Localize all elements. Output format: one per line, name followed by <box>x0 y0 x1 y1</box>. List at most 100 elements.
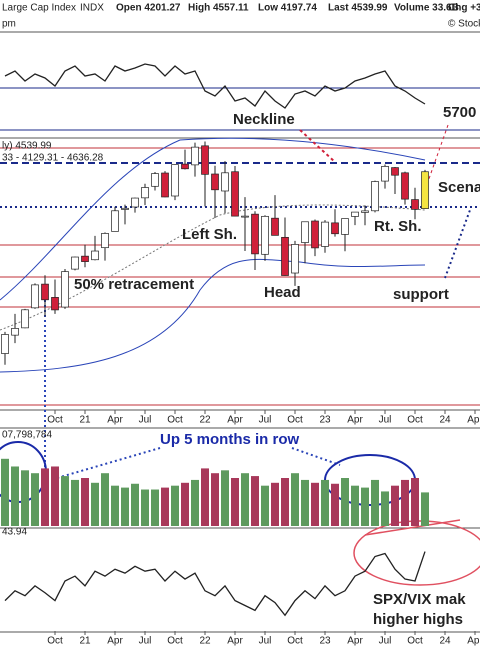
volume-bar <box>81 478 89 526</box>
change: Chg +346.19 <box>448 3 480 14</box>
x-tick-label: Jul <box>139 636 152 647</box>
volume-bar <box>421 492 429 526</box>
x-tick-label: Oct <box>167 636 183 647</box>
candle-body <box>111 210 119 232</box>
volume-bar <box>131 483 139 526</box>
high: High 4557.11 <box>188 3 249 14</box>
volume-bar <box>291 473 299 526</box>
volume-bar <box>101 473 109 526</box>
candle-body <box>11 328 19 336</box>
volume-bar <box>311 482 319 526</box>
x-tick-label: Oct <box>287 415 303 426</box>
x-tick-label: Jul <box>259 636 272 647</box>
annotation: Head <box>264 284 301 301</box>
annotation: Up 5 months in row <box>160 431 300 448</box>
annotation: support <box>393 286 449 303</box>
arrow <box>299 129 336 163</box>
volume-bar <box>341 478 349 526</box>
candle-body <box>51 297 59 311</box>
arrow <box>444 209 471 279</box>
volume: Volume 33.6B <box>394 3 459 14</box>
x-tick-label: Oct <box>167 415 183 426</box>
volume-bar <box>91 482 99 526</box>
candle-body <box>261 215 269 255</box>
fib-lines <box>0 147 480 406</box>
x-tick-label: Oct <box>407 415 423 426</box>
candle-body <box>31 284 39 309</box>
volume-bar <box>281 478 289 526</box>
x-tick-label: Oct <box>407 636 423 647</box>
candle-body <box>101 233 109 249</box>
candle-body <box>231 171 239 217</box>
x-tick-label: Jul <box>259 415 272 426</box>
volume-bar <box>391 485 399 526</box>
x-tick-label: 23 <box>319 415 331 426</box>
x-tick-label: Jul <box>379 415 392 426</box>
candle-body <box>221 172 229 192</box>
arrow <box>49 447 161 481</box>
candle-body <box>151 173 159 187</box>
candle-body <box>181 163 189 170</box>
volume-bar <box>141 489 149 526</box>
candle-body <box>301 221 309 243</box>
candle-body <box>81 255 89 262</box>
candle-body <box>311 220 319 249</box>
frames <box>0 31 480 633</box>
volume-label: 07,798,784 <box>2 430 52 441</box>
volume-bar <box>21 470 29 526</box>
candle-body <box>281 236 289 276</box>
candle-body <box>401 172 409 200</box>
x-tick-label: Apr <box>467 636 480 647</box>
candle-body <box>411 199 419 210</box>
x-tick-label: 21 <box>79 636 91 647</box>
x-tick-label: Apr <box>347 636 363 647</box>
volume-bar <box>211 473 219 526</box>
candle-body <box>141 187 149 199</box>
volume-bar <box>331 483 339 526</box>
candle-body <box>71 256 79 270</box>
x-tick-label: Jul <box>139 415 152 426</box>
candle-body <box>271 217 279 236</box>
candle-body <box>211 173 219 191</box>
ratio-label: 43.94 <box>2 527 27 538</box>
x-tick-label: Apr <box>347 415 363 426</box>
volume-bar <box>231 478 239 526</box>
annotation: higher highs <box>373 611 463 628</box>
x-tick-label: 21 <box>79 415 91 426</box>
lower-band <box>0 258 426 373</box>
annotation: 50% retracement <box>74 276 194 293</box>
volume-bar <box>191 479 199 526</box>
volume-bar <box>371 479 379 526</box>
volume-bar <box>171 485 179 526</box>
volume-bar <box>321 479 329 526</box>
highlight <box>353 520 480 586</box>
candle-body <box>391 167 399 176</box>
annotation: Scenar <box>438 179 480 196</box>
candle-body <box>121 207 129 210</box>
candle-body <box>291 244 299 274</box>
volume-bar <box>361 487 369 526</box>
x-tick-label: Oct <box>287 636 303 647</box>
candle-body <box>21 309 29 329</box>
candle-body <box>351 211 359 217</box>
volume-bar <box>251 476 259 526</box>
candle-body <box>91 250 99 261</box>
volume-bar <box>381 491 389 526</box>
volume-bar <box>261 485 269 526</box>
volume-bar <box>61 476 69 526</box>
candle-body <box>381 166 389 182</box>
volume-bar <box>351 485 359 526</box>
band-label: 33 - 4129.31 - 4636.28 <box>2 153 104 164</box>
volume-bar <box>31 473 39 526</box>
annotation: Rt. Sh. <box>374 218 422 235</box>
volume-bar <box>271 482 279 526</box>
x-tick-label: Apr <box>227 415 243 426</box>
time: pm <box>2 19 16 30</box>
volume-bar <box>221 470 229 526</box>
x-tick-label: Apr <box>107 636 123 647</box>
candle-body <box>341 218 349 235</box>
volume-bar <box>1 458 9 526</box>
volume-bar <box>181 482 189 526</box>
